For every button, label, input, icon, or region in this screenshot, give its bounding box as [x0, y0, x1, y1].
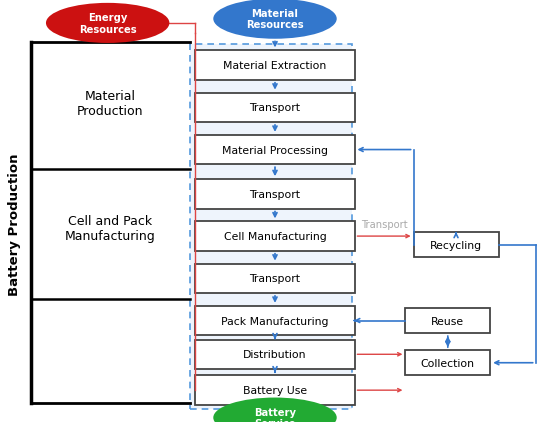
Ellipse shape [46, 4, 169, 44]
Text: Battery
Service: Battery Service [254, 407, 296, 428]
Bar [405, 350, 491, 375]
Bar [195, 222, 355, 251]
Text: Material
Resources: Material Resources [246, 9, 304, 31]
Bar [195, 180, 355, 209]
Text: Distribution: Distribution [243, 350, 307, 359]
Text: Recycling: Recycling [430, 240, 482, 250]
Bar [195, 51, 355, 81]
Bar [190, 45, 352, 409]
Text: Material
Production: Material Production [77, 90, 144, 118]
Text: Material Extraction: Material Extraction [223, 61, 327, 71]
Text: Battery Production: Battery Production [8, 153, 21, 295]
Text: Cell and Pack
Manufacturing: Cell and Pack Manufacturing [65, 214, 156, 242]
Text: Energy
Resources: Energy Resources [79, 13, 136, 35]
Bar [195, 93, 355, 123]
Text: Transport: Transport [361, 220, 408, 230]
Text: Transport: Transport [250, 103, 300, 113]
Text: Collection: Collection [421, 358, 475, 368]
Text: Transport: Transport [250, 190, 300, 200]
Text: Transport: Transport [250, 273, 300, 284]
Text: Pack Manufacturing: Pack Manufacturing [221, 316, 329, 326]
Text: Material Processing: Material Processing [222, 145, 328, 155]
Bar [195, 340, 355, 369]
Bar [414, 232, 498, 258]
Ellipse shape [213, 0, 337, 40]
Text: Battery Use: Battery Use [243, 385, 307, 395]
Ellipse shape [213, 398, 337, 430]
Bar [195, 264, 355, 293]
Bar [195, 135, 355, 165]
Bar [195, 306, 355, 335]
Bar [195, 375, 355, 405]
Text: Reuse: Reuse [431, 316, 464, 326]
Text: Cell Manufacturing: Cell Manufacturing [224, 231, 326, 242]
Bar [405, 308, 491, 333]
